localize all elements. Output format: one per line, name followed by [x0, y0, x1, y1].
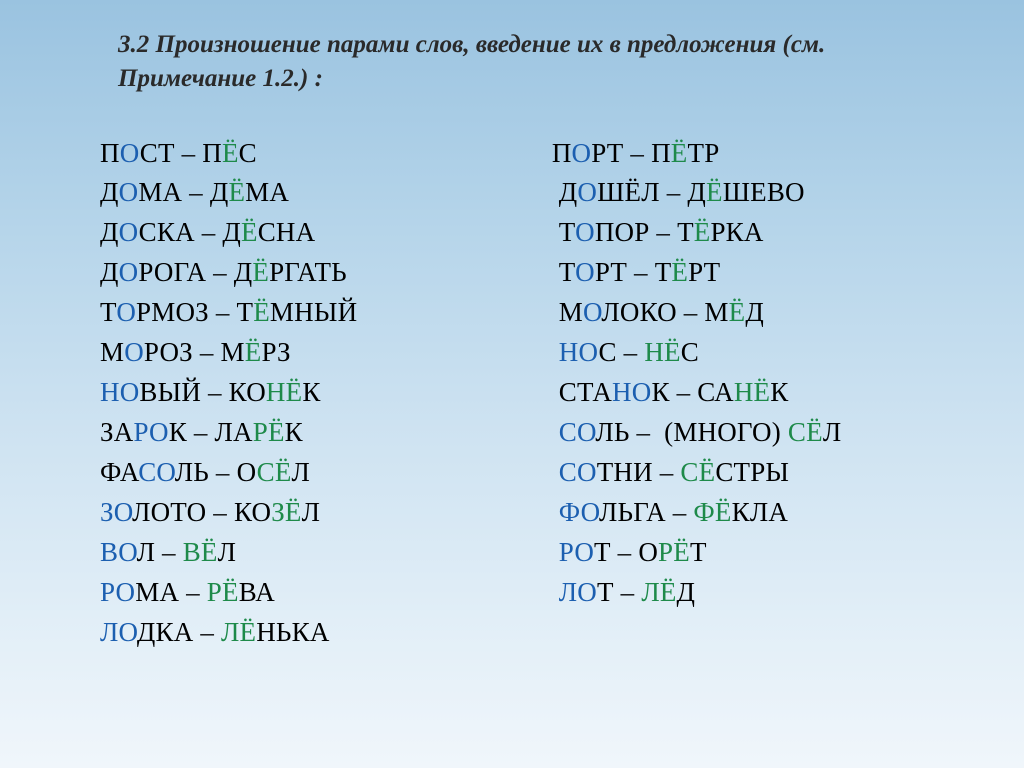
highlight-green: Ё [694, 217, 711, 247]
word-pair: РОМА – РЁВА [100, 573, 552, 613]
word-pair: ЗАРОК – ЛАРЁК [100, 413, 552, 453]
word-pairs-column-left: ПОСТ – ПЁСДОМА – ДЁМАДОСКА – ДЁСНАДОРОГА… [100, 134, 552, 653]
word-pair: ВОЛ – ВЁЛ [100, 533, 552, 573]
highlight-green: Ё [245, 337, 262, 367]
word-pair: ЛОДКА – ЛЁНЬКА [100, 613, 552, 653]
highlight-blue: НО [100, 377, 139, 407]
section-heading: 3.2 Произношение парами слов, введение и… [118, 28, 938, 96]
highlight-green: Ё [671, 138, 688, 168]
highlight-blue: ФО [559, 497, 599, 527]
word-pair: ФАСОЛЬ – ОСЁЛ [100, 453, 552, 493]
highlight-blue: РО [559, 537, 594, 567]
highlight-blue: О [583, 297, 601, 327]
word-pairs-columns: ПОСТ – ПЁСДОМА – ДЁМАДОСКА – ДЁСНАДОРОГА… [100, 134, 984, 653]
highlight-green: ФЁ [693, 497, 731, 527]
highlight-blue: РО [133, 417, 168, 447]
word-pair: ПОСТ – ПЁС [100, 134, 552, 174]
highlight-blue: РО [100, 577, 135, 607]
highlight-green: ЗЁ [271, 497, 301, 527]
highlight-green: Ё [706, 177, 723, 207]
highlight-green: Ё [241, 217, 258, 247]
highlight-blue: О [119, 257, 139, 287]
highlight-blue: НО [559, 337, 599, 367]
highlight-blue: О [575, 217, 595, 247]
highlight-green: НЁ [644, 337, 680, 367]
highlight-green: РЁ [207, 577, 239, 607]
highlight-blue: О [116, 297, 136, 327]
highlight-green: РЁ [658, 537, 690, 567]
highlight-blue: ЗО [100, 497, 132, 527]
word-pair: ТОРМОЗ – ТЁМНЫЙ [100, 293, 552, 333]
highlight-blue: НО [612, 377, 651, 407]
word-pair: ФОЛЬГА – ФЁКЛА [552, 493, 984, 533]
highlight-blue: О [120, 138, 140, 168]
highlight-green: НЁ [734, 377, 770, 407]
highlight-green: РЁ [253, 417, 285, 447]
highlight-blue: О [124, 337, 144, 367]
word-pair: СОТНИ – СЁСТРЫ [552, 453, 984, 493]
word-pair: РОТ – ОРЁТ [552, 533, 984, 573]
word-pair: ДОСКА – ДЁСНА [100, 213, 552, 253]
highlight-blue: СО [138, 457, 175, 487]
highlight-green: ВЁ [183, 537, 218, 567]
word-pair: ДОМА – ДЁМА [100, 173, 552, 213]
highlight-green: СЁ [788, 417, 823, 447]
highlight-green: ЛЁ [221, 617, 256, 647]
highlight-green: Ё [671, 257, 688, 287]
word-pair: СОЛЬ – (МНОГО) СЁЛ [552, 413, 984, 453]
highlight-green: ЛЁ [641, 577, 676, 607]
highlight-blue: О [575, 257, 595, 287]
highlight-green: Ё [222, 138, 239, 168]
highlight-green: Ё [252, 257, 269, 287]
word-pair: ПОРТ – ПЁТР [552, 134, 984, 174]
word-pair: ЛОТ – ЛЁД [552, 573, 984, 613]
word-pair: МОРОЗ – МЁРЗ [100, 333, 552, 373]
word-pairs-column-right: ПОРТ – ПЁТР ДОШЁЛ – ДЁШЕВО ТОПОР – ТЁРКА… [552, 134, 984, 653]
highlight-blue: О [119, 177, 139, 207]
highlight-blue: ЛО [559, 577, 597, 607]
word-pair: ТОРТ – ТЁРТ [552, 253, 984, 293]
highlight-blue: О [572, 138, 592, 168]
highlight-green: Ё [253, 297, 270, 327]
word-pair: МОЛОКО – МЁД [552, 293, 984, 333]
highlight-green: СЁ [257, 457, 292, 487]
highlight-blue: СО [559, 417, 596, 447]
word-pair: ЗОЛОТО – КОЗЁЛ [100, 493, 552, 533]
highlight-green: Ё [228, 177, 245, 207]
word-pair: ТОПОР – ТЁРКА [552, 213, 984, 253]
word-pair: ДОРОГА – ДЁРГАТЬ [100, 253, 552, 293]
word-pair: НОС – НЁС [552, 333, 984, 373]
highlight-green: НЁ [266, 377, 302, 407]
highlight-blue: СО [559, 457, 597, 487]
highlight-blue: ВО [100, 537, 137, 567]
word-pair: НОВЫЙ – КОНЁК [100, 373, 552, 413]
word-pair: ДОШЁЛ – ДЁШЕВО [552, 173, 984, 213]
word-pair: СТАНОК – САНЁК [552, 373, 984, 413]
highlight-blue: О [119, 217, 139, 247]
highlight-green: Ё [729, 297, 746, 327]
highlight-blue: О [577, 177, 597, 207]
highlight-blue: ЛО [100, 617, 137, 647]
highlight-green: СЁ [680, 457, 715, 487]
